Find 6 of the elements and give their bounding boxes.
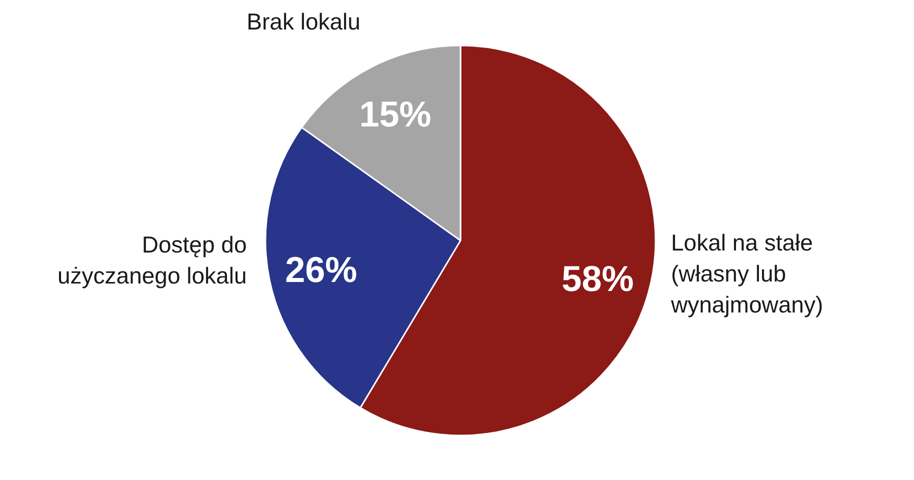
slice-label: Brak lokalu <box>246 8 360 34</box>
slice-label: Lokal na stałe (własny lub wynajmowany) <box>670 230 824 318</box>
data-label: 15% <box>359 93 432 134</box>
data-label: 26% <box>285 249 358 290</box>
data-label: 58% <box>562 258 634 299</box>
slice-label: Dostęp do użyczanego lokalu <box>57 232 247 289</box>
